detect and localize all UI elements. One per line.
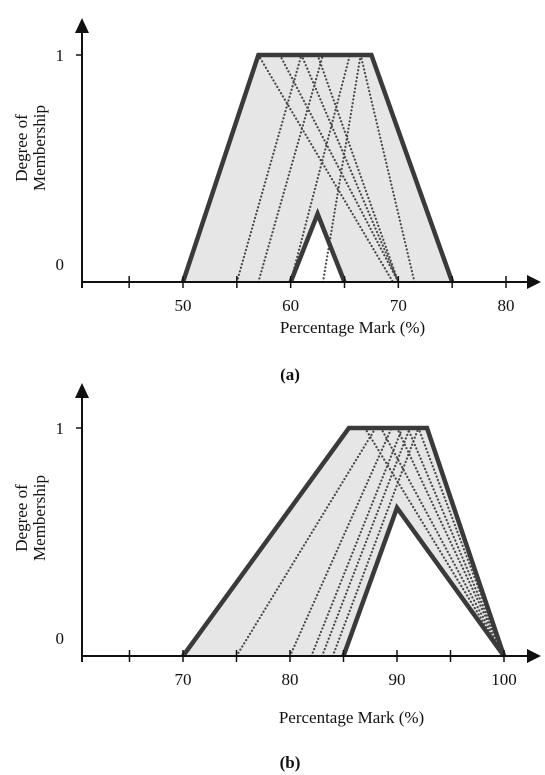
x-tick-label: 70 <box>390 296 407 315</box>
x-tick-label: 70 <box>175 670 192 689</box>
x-tick-label: 90 <box>389 670 406 689</box>
y-tick-label: 0 <box>56 629 65 648</box>
dotted-membership-line <box>321 426 411 658</box>
dotted-membership-line <box>288 426 393 658</box>
x-axis-arrow <box>527 275 541 289</box>
y-axis-title: Degree of <box>12 114 31 182</box>
panel-label: (a) <box>280 365 300 384</box>
membership-fill-area <box>183 55 453 282</box>
y-axis-title: Membership <box>30 105 49 191</box>
envelope-upper-outline <box>181 425 507 658</box>
dotted-membership-line <box>257 53 325 284</box>
y-axis-title: Degree of <box>12 484 31 552</box>
dotted-membership-line <box>331 426 420 658</box>
x-axis-arrow <box>527 649 541 663</box>
dotted-membership-line <box>321 53 362 284</box>
x-axis-title: Percentage Mark (%) <box>280 318 425 337</box>
envelope-lower-outline <box>288 207 347 283</box>
panel-b: 70 80 90 100 0 1 Percentage Mark (%) Degree of M… <box>12 383 541 772</box>
y-axis-arrow <box>75 18 89 33</box>
y-axis-arrow <box>75 383 89 398</box>
x-tick-label: 50 <box>175 296 192 315</box>
x-tick-label: 80 <box>498 296 515 315</box>
x-tick-label: 60 <box>282 296 299 315</box>
y-tick-label: 1 <box>56 419 65 438</box>
membership-fill-area <box>183 428 504 656</box>
dotted-membership-line <box>289 53 351 284</box>
y-tick-label: 0 <box>56 255 65 274</box>
dotted-membership-line <box>235 53 303 284</box>
x-axis-title: Percentage Mark (%) <box>279 708 424 727</box>
dotted-membership-line <box>257 53 395 284</box>
dotted-membership-line <box>363 426 506 658</box>
dotted-membership-line <box>395 426 506 658</box>
dotted-membership-line <box>300 53 400 284</box>
dotted-membership-line <box>406 426 506 658</box>
x-tick-label: 80 <box>282 670 299 689</box>
dotted-membership-line <box>235 426 377 658</box>
panel-a: 50 60 70 80 0 1 Percentage Mark (%) Degree of Me… <box>12 18 541 384</box>
dotted-membership-line <box>316 53 400 284</box>
dotted-membership-line <box>379 426 506 658</box>
envelope-lower-outline <box>341 503 506 658</box>
x-tick-label: 100 <box>491 670 517 689</box>
envelope-upper-outline <box>180 52 455 283</box>
y-tick-label: 1 <box>56 46 65 65</box>
y-axis-title: Membership <box>30 475 49 561</box>
panel-label: (b) <box>280 753 301 772</box>
